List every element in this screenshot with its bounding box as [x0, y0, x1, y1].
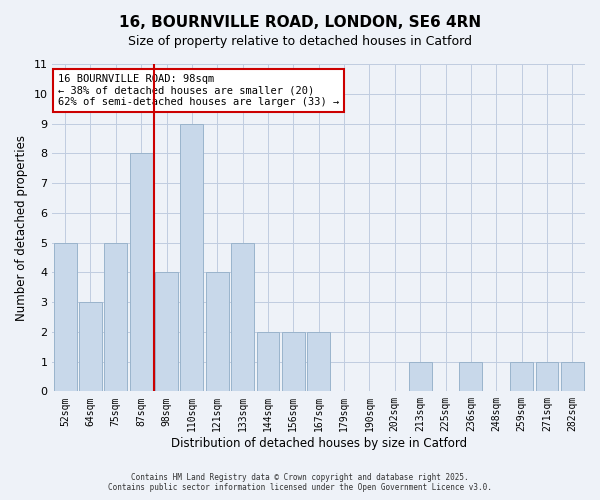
Bar [307, 332, 330, 392]
Bar [181, 124, 203, 392]
Text: Contains HM Land Registry data © Crown copyright and database right 2025.
Contai: Contains HM Land Registry data © Crown c… [108, 473, 492, 492]
Bar [257, 332, 280, 392]
Bar [206, 272, 229, 392]
Bar [561, 362, 584, 392]
Bar [536, 362, 559, 392]
Bar [460, 362, 482, 392]
Bar [155, 272, 178, 392]
Y-axis label: Number of detached properties: Number of detached properties [15, 134, 28, 320]
Bar [130, 154, 152, 392]
Bar [282, 332, 305, 392]
Bar [510, 362, 533, 392]
Text: 16, BOURNVILLE ROAD, LONDON, SE6 4RN: 16, BOURNVILLE ROAD, LONDON, SE6 4RN [119, 15, 481, 30]
Bar [79, 302, 102, 392]
Bar [53, 242, 77, 392]
X-axis label: Distribution of detached houses by size in Catford: Distribution of detached houses by size … [170, 437, 467, 450]
Text: 16 BOURNVILLE ROAD: 98sqm
← 38% of detached houses are smaller (20)
62% of semi-: 16 BOURNVILLE ROAD: 98sqm ← 38% of detac… [58, 74, 339, 107]
Bar [409, 362, 431, 392]
Bar [104, 242, 127, 392]
Text: Size of property relative to detached houses in Catford: Size of property relative to detached ho… [128, 35, 472, 48]
Bar [231, 242, 254, 392]
